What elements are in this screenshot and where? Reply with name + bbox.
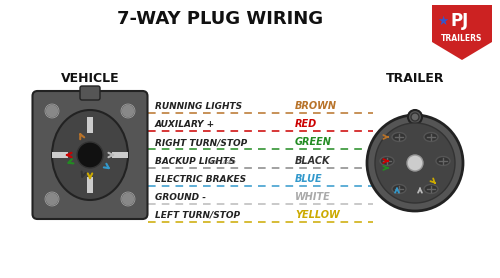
Text: LEFT TURN/STOP: LEFT TURN/STOP bbox=[155, 211, 240, 220]
Ellipse shape bbox=[392, 185, 406, 193]
Circle shape bbox=[121, 104, 135, 118]
Bar bbox=[112, 152, 128, 158]
Text: 7-WAY PLUG WIRING: 7-WAY PLUG WIRING bbox=[117, 10, 323, 28]
Ellipse shape bbox=[424, 185, 438, 193]
Text: NOT USED: NOT USED bbox=[208, 160, 236, 165]
FancyBboxPatch shape bbox=[32, 91, 148, 219]
Bar bbox=[87, 117, 93, 133]
Circle shape bbox=[77, 142, 103, 168]
Polygon shape bbox=[432, 42, 492, 60]
Circle shape bbox=[407, 155, 423, 171]
Text: GREEN: GREEN bbox=[295, 137, 332, 147]
Ellipse shape bbox=[436, 157, 450, 165]
Text: RED: RED bbox=[295, 119, 318, 129]
Ellipse shape bbox=[424, 133, 438, 142]
Text: ELECTRIC BRAKES: ELECTRIC BRAKES bbox=[155, 175, 246, 184]
Circle shape bbox=[45, 104, 59, 118]
Circle shape bbox=[375, 123, 455, 203]
Ellipse shape bbox=[52, 110, 128, 200]
Text: ★: ★ bbox=[437, 15, 448, 28]
Text: BLUE: BLUE bbox=[295, 174, 322, 184]
Circle shape bbox=[45, 192, 59, 206]
Circle shape bbox=[121, 192, 135, 206]
Text: WHITE: WHITE bbox=[295, 192, 331, 202]
Text: RUNNING LIGHTS: RUNNING LIGHTS bbox=[155, 102, 242, 111]
Bar bbox=[87, 177, 93, 193]
Ellipse shape bbox=[380, 157, 394, 165]
Text: VEHICLE: VEHICLE bbox=[60, 72, 120, 85]
Text: BACKUP LIGHTS: BACKUP LIGHTS bbox=[155, 157, 236, 166]
FancyBboxPatch shape bbox=[80, 86, 100, 100]
Text: TRAILERS: TRAILERS bbox=[442, 34, 482, 43]
Text: YELLOW: YELLOW bbox=[295, 210, 340, 220]
Text: TRAILER: TRAILER bbox=[386, 72, 444, 85]
Ellipse shape bbox=[392, 133, 406, 142]
Text: PJ: PJ bbox=[451, 12, 469, 30]
Text: BROWN: BROWN bbox=[295, 101, 337, 111]
Circle shape bbox=[367, 115, 463, 211]
Polygon shape bbox=[432, 5, 492, 42]
Text: GROUND -: GROUND - bbox=[155, 193, 206, 202]
Text: RIGHT TURN/STOP: RIGHT TURN/STOP bbox=[155, 138, 248, 147]
Circle shape bbox=[411, 113, 419, 121]
Circle shape bbox=[408, 110, 422, 124]
Text: BLACK: BLACK bbox=[295, 156, 330, 166]
Bar bbox=[52, 152, 68, 158]
Text: AUXILARY +: AUXILARY + bbox=[155, 120, 215, 129]
